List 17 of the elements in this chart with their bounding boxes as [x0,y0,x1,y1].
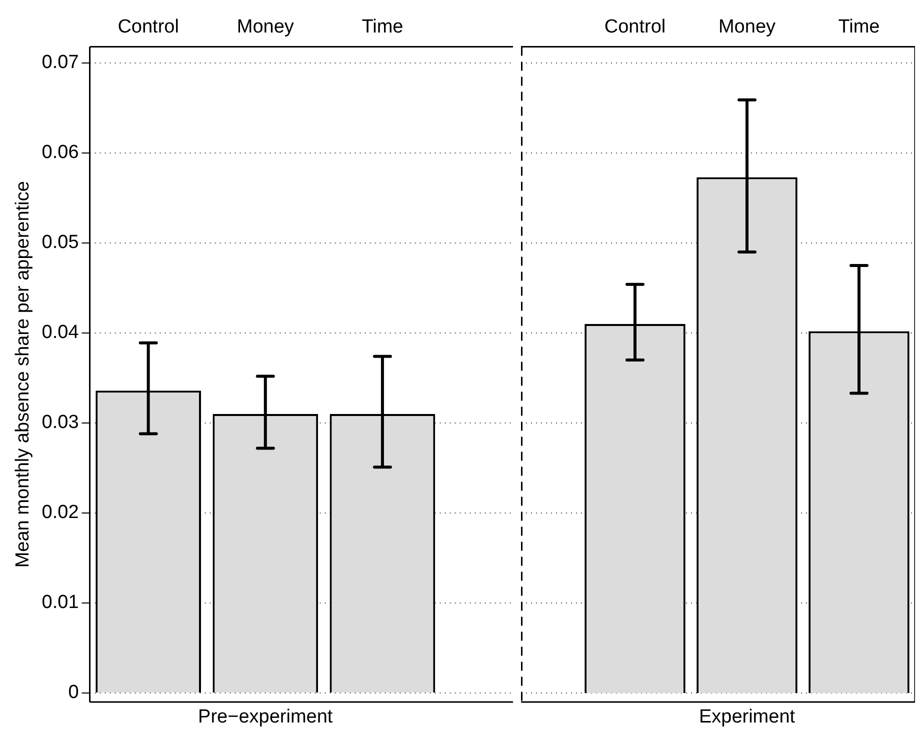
x-tick-label: Money [718,16,776,38]
y-tick-label: 0.02 [42,502,79,524]
y-tick-label: 0.04 [42,322,80,344]
text: Pre−experiment [198,706,334,728]
y-tick-label: 0.01 [42,592,79,614]
y-axis-title: Mean monthly absence share per apperentice [12,181,34,568]
y-tick-label: 0 [68,682,79,704]
x-tick-label: Money [236,16,294,38]
y-tick-label: 0.06 [42,142,79,164]
y-tick-label: 0.07 [42,52,79,74]
x-tick-label: Time [362,16,404,38]
x-tick-label: Control [118,16,179,38]
x-tick-label: Control [604,16,666,38]
text: Experiment [698,706,796,728]
y-tick-label: 0.05 [42,232,79,254]
y-tick-label: 0.03 [42,412,79,434]
x-tick-label: Time [838,16,880,38]
